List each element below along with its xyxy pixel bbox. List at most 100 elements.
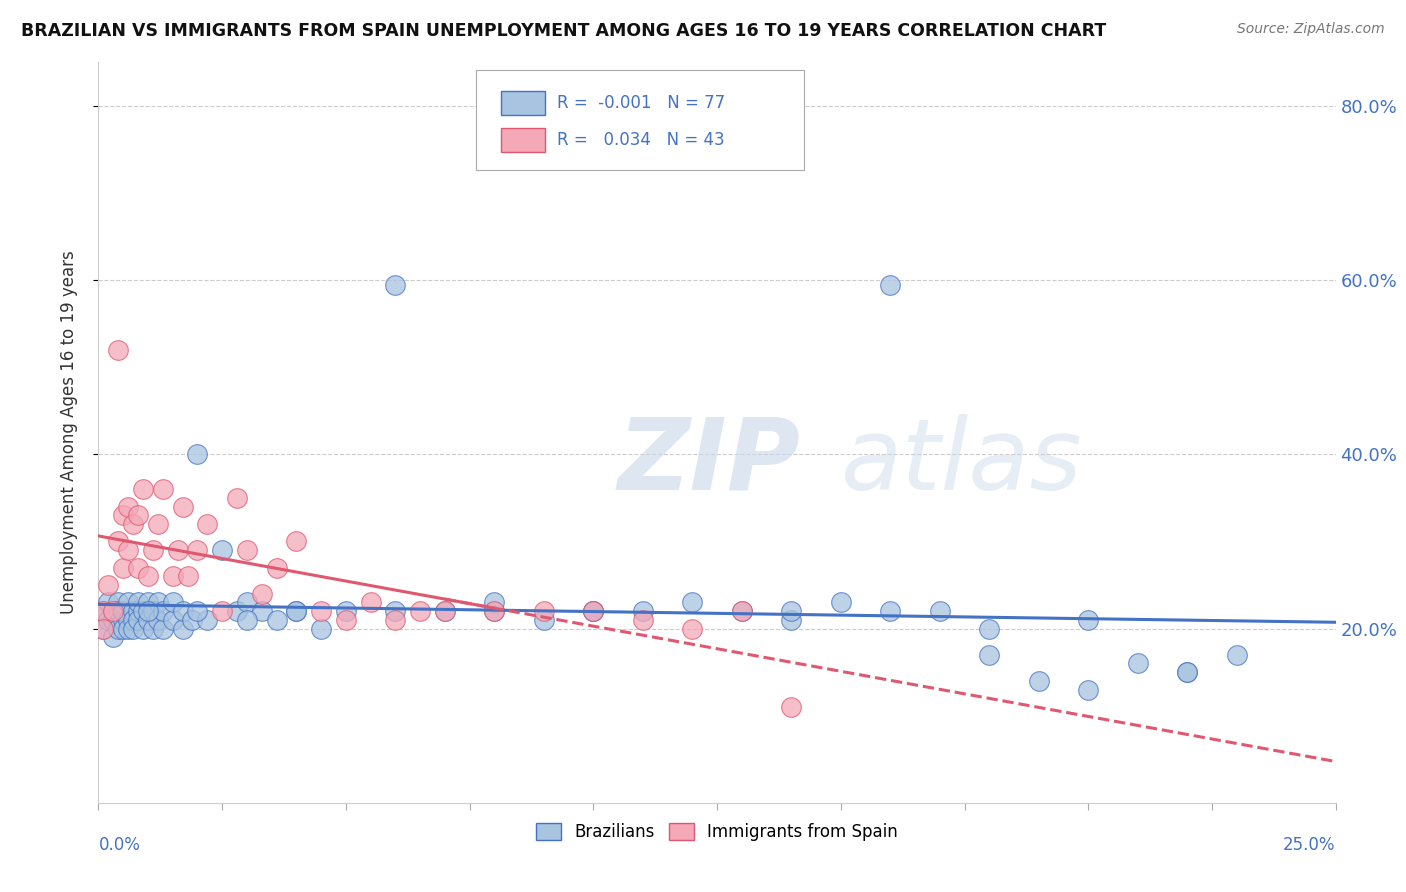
- Point: [112, 604, 135, 618]
- Point: [172, 500, 194, 514]
- Point: [107, 534, 129, 549]
- Point: [107, 343, 129, 357]
- Point: [309, 604, 332, 618]
- Point: [146, 595, 169, 609]
- Point: [162, 569, 184, 583]
- Text: R =  -0.001   N = 77: R = -0.001 N = 77: [557, 95, 725, 112]
- Point: [181, 613, 204, 627]
- Point: [136, 604, 159, 618]
- Point: [1028, 673, 1050, 688]
- Point: [152, 604, 174, 618]
- Text: R =   0.034   N = 43: R = 0.034 N = 43: [557, 131, 725, 149]
- Point: [1126, 657, 1149, 671]
- Point: [122, 517, 145, 532]
- Point: [250, 604, 273, 618]
- Point: [117, 595, 139, 609]
- Point: [166, 543, 188, 558]
- Point: [117, 500, 139, 514]
- Point: [484, 595, 506, 609]
- Point: [117, 613, 139, 627]
- Point: [93, 622, 115, 636]
- Point: [384, 604, 406, 618]
- Point: [136, 569, 159, 583]
- Point: [97, 613, 120, 627]
- Point: [112, 508, 135, 523]
- Point: [266, 613, 288, 627]
- Point: [112, 613, 135, 627]
- Point: [928, 604, 950, 618]
- Point: [93, 604, 115, 618]
- Point: [127, 604, 149, 618]
- Point: [127, 508, 149, 523]
- Point: [226, 604, 249, 618]
- Point: [122, 613, 145, 627]
- Point: [186, 543, 208, 558]
- Point: [112, 560, 135, 574]
- Point: [127, 595, 149, 609]
- Point: [122, 622, 145, 636]
- Point: [146, 517, 169, 532]
- Point: [484, 604, 506, 618]
- Point: [152, 622, 174, 636]
- Point: [979, 622, 1001, 636]
- Point: [93, 604, 115, 618]
- Point: [172, 622, 194, 636]
- Point: [1175, 665, 1198, 680]
- Y-axis label: Unemployment Among Ages 16 to 19 years: Unemployment Among Ages 16 to 19 years: [59, 251, 77, 615]
- Point: [132, 622, 155, 636]
- Point: [780, 700, 803, 714]
- Point: [127, 613, 149, 627]
- Point: [162, 613, 184, 627]
- Point: [582, 604, 605, 618]
- Point: [132, 604, 155, 618]
- Point: [97, 578, 120, 592]
- Point: [285, 604, 308, 618]
- Point: [250, 587, 273, 601]
- Point: [93, 622, 115, 636]
- Point: [731, 604, 754, 618]
- Point: [226, 491, 249, 505]
- Point: [409, 604, 432, 618]
- Text: Source: ZipAtlas.com: Source: ZipAtlas.com: [1237, 22, 1385, 37]
- Point: [112, 622, 135, 636]
- Point: [433, 604, 456, 618]
- Point: [335, 613, 357, 627]
- Point: [309, 622, 332, 636]
- Point: [236, 595, 259, 609]
- Point: [484, 604, 506, 618]
- Point: [117, 543, 139, 558]
- Point: [1077, 613, 1099, 627]
- Point: [117, 622, 139, 636]
- Point: [979, 648, 1001, 662]
- Point: [142, 604, 165, 618]
- Point: [103, 604, 125, 618]
- Point: [142, 543, 165, 558]
- Point: [127, 560, 149, 574]
- Point: [384, 613, 406, 627]
- Point: [146, 613, 169, 627]
- Point: [132, 482, 155, 496]
- Point: [533, 613, 555, 627]
- Text: BRAZILIAN VS IMMIGRANTS FROM SPAIN UNEMPLOYMENT AMONG AGES 16 TO 19 YEARS CORREL: BRAZILIAN VS IMMIGRANTS FROM SPAIN UNEMP…: [21, 22, 1107, 40]
- Point: [152, 482, 174, 496]
- Text: 25.0%: 25.0%: [1284, 836, 1336, 855]
- Point: [335, 604, 357, 618]
- Text: 0.0%: 0.0%: [98, 836, 141, 855]
- Point: [285, 604, 308, 618]
- Point: [360, 595, 382, 609]
- Point: [582, 604, 605, 618]
- FancyBboxPatch shape: [501, 128, 546, 152]
- Point: [103, 630, 125, 644]
- Point: [1226, 648, 1249, 662]
- Point: [533, 604, 555, 618]
- Point: [136, 595, 159, 609]
- Text: atlas: atlas: [841, 414, 1083, 511]
- Point: [631, 604, 654, 618]
- Point: [103, 604, 125, 618]
- Point: [162, 595, 184, 609]
- Text: ZIP: ZIP: [619, 414, 801, 511]
- Point: [107, 622, 129, 636]
- Point: [879, 277, 901, 292]
- Point: [186, 604, 208, 618]
- Point: [176, 569, 198, 583]
